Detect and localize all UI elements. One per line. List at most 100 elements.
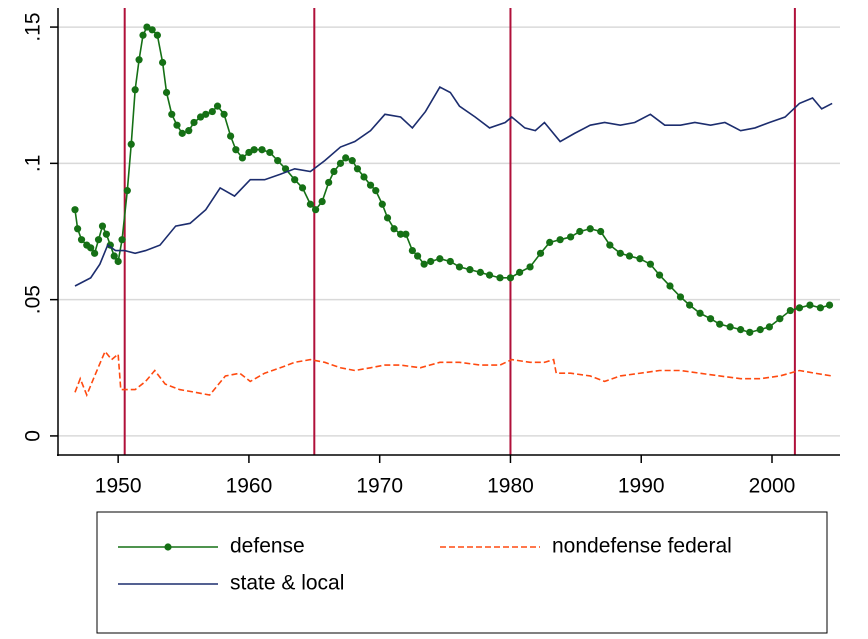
data-point (816, 304, 824, 312)
data-point (516, 268, 524, 276)
data-point (94, 236, 103, 244)
data-point (446, 257, 454, 266)
data-point (250, 146, 258, 154)
data-point (312, 206, 320, 214)
data-point (190, 118, 198, 127)
x-tick-label: 1990 (618, 475, 665, 498)
data-point (202, 110, 210, 118)
series-line (74, 349, 833, 398)
data-point (232, 146, 240, 154)
data-point (383, 214, 392, 222)
data-point (646, 260, 654, 268)
series-line (74, 85, 833, 287)
data-point (318, 197, 326, 206)
data-point (636, 255, 644, 263)
data-point (756, 326, 764, 334)
data-point (298, 184, 307, 192)
data-point (131, 86, 139, 94)
data-point (213, 102, 222, 110)
data-point (402, 230, 410, 238)
data-point (185, 127, 193, 135)
data-point (776, 315, 784, 323)
data-point (127, 140, 135, 148)
data-point (372, 187, 380, 195)
data-point (258, 146, 266, 154)
x-tick-label: 2000 (749, 475, 796, 498)
data-point (353, 165, 362, 173)
data-point (159, 58, 167, 67)
y-tick-label: 0 (22, 430, 45, 442)
data-point (139, 31, 147, 39)
data-point (325, 178, 333, 187)
legend-label: nondefense federal (552, 535, 732, 558)
data-point (178, 129, 186, 137)
data-point (281, 165, 290, 173)
data-point (360, 173, 368, 181)
data-point (162, 88, 171, 97)
data-point (737, 326, 745, 334)
data-point (485, 271, 494, 279)
data-point (586, 225, 594, 233)
data-point (597, 227, 605, 236)
data-point (390, 225, 398, 233)
data-point (148, 26, 156, 34)
x-tick-label: 1950 (95, 475, 142, 498)
data-point (306, 200, 314, 208)
data-point (606, 241, 614, 249)
data-point (342, 154, 350, 162)
data-point (786, 306, 794, 315)
x-tick-label: 1970 (356, 475, 403, 498)
x-tick-label: 1980 (487, 475, 534, 498)
data-point (546, 238, 554, 247)
data-point (71, 206, 79, 214)
data-point (746, 328, 754, 336)
data-point (118, 236, 126, 244)
y-tick-label: .05 (22, 285, 45, 314)
data-point (666, 282, 674, 290)
data-point (110, 252, 118, 260)
data-point (706, 315, 715, 323)
data-point (153, 31, 161, 39)
data-point (716, 320, 724, 328)
data-point (526, 263, 534, 271)
data-point (496, 274, 504, 282)
data-point (173, 121, 181, 129)
data-point (414, 252, 422, 260)
data-point (330, 167, 338, 176)
data-point (466, 266, 474, 274)
data-point (348, 157, 356, 165)
data-point (74, 225, 82, 233)
data-point (114, 257, 122, 266)
x-tick-label: 1960 (226, 475, 273, 498)
data-point (536, 249, 545, 257)
data-point (825, 301, 834, 309)
data-point (408, 246, 416, 255)
data-point (795, 304, 804, 312)
data-point (238, 154, 246, 162)
data-point (420, 260, 428, 268)
data-point (576, 227, 584, 236)
data-point (366, 181, 375, 189)
y-tick-label: .1 (22, 155, 45, 173)
data-point (98, 222, 107, 230)
data-point (616, 249, 624, 257)
data-point (506, 274, 515, 282)
data-point (556, 236, 564, 244)
legend-label: state & local (230, 572, 344, 595)
data-point (625, 252, 634, 260)
data-point (135, 56, 143, 64)
data-point (220, 110, 228, 118)
data-point (686, 301, 694, 309)
data-point (123, 187, 131, 195)
data-point (676, 293, 685, 301)
data-point (567, 233, 575, 241)
legend-marker (164, 543, 172, 551)
data-point (87, 244, 95, 252)
data-point (378, 200, 386, 208)
data-point (77, 236, 86, 244)
data-point (106, 241, 114, 249)
data-point (397, 230, 405, 238)
data-point (227, 132, 235, 140)
y-tick-label: .15 (22, 12, 45, 41)
